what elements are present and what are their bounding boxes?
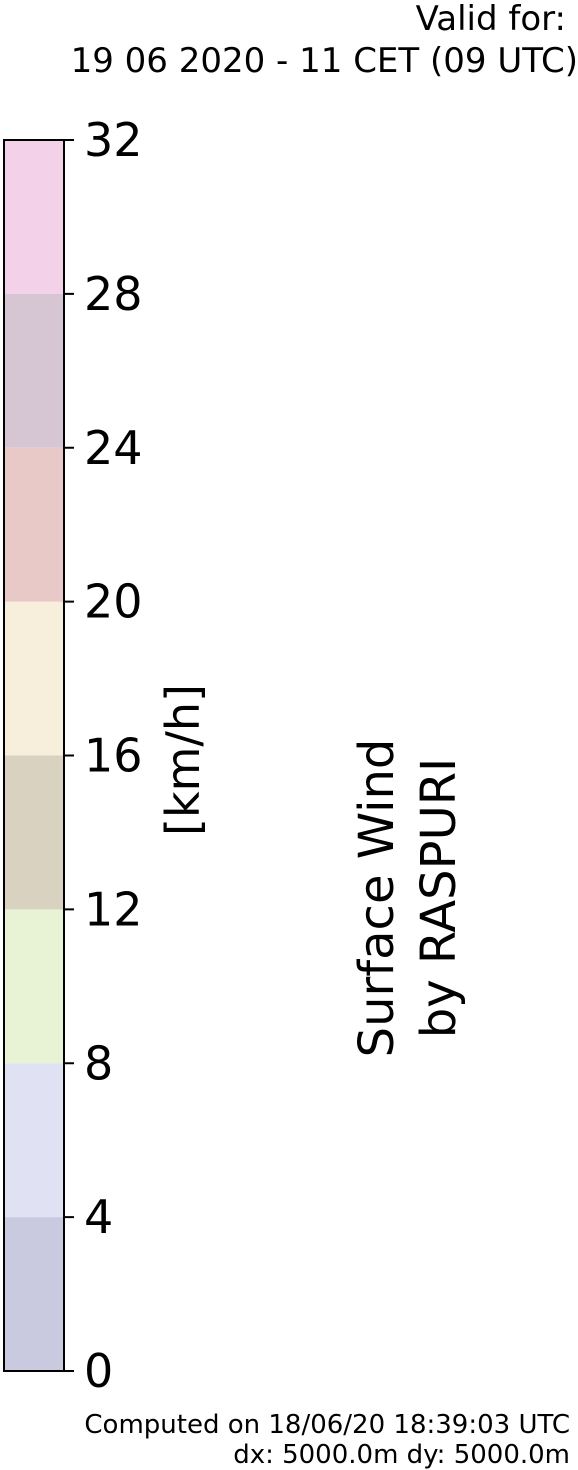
colorbar-bin-12-16	[4, 755, 64, 910]
colorbar-tick-label-16: 16	[84, 729, 143, 783]
colorbar-bin-24-28	[4, 293, 64, 448]
colorbar-tick-label-32: 32	[84, 113, 143, 167]
colorbar-tick-label-28: 28	[84, 267, 143, 321]
grid-spacing: dx: 5000.0m dy: 5000.0m	[233, 1440, 570, 1470]
computed-timestamp: Computed on 18/06/20 18:39:03 UTC	[84, 1410, 570, 1440]
product-title: Surface Wind by RASPURI	[346, 739, 470, 1058]
product-title-line1: Surface Wind	[349, 738, 405, 1058]
product-title-line2: by RASPURI	[411, 757, 467, 1039]
colorbar-bin-4-8	[4, 1063, 64, 1218]
colorbar-tick-label-8: 8	[84, 1036, 113, 1090]
valid-time: 19 06 2020 - 11 CET (09 UTC)	[70, 41, 578, 81]
valid-for-label: Valid for:	[415, 0, 566, 39]
colorbar-tick-label-12: 12	[84, 882, 143, 936]
colorbar-bin-16-20	[4, 601, 64, 756]
colorbar-tick-label-0: 0	[84, 1344, 113, 1398]
colorbar-bin-8-12	[4, 909, 64, 1064]
colorbar-bin-28-32	[4, 140, 64, 294]
colorbar-tick-label-4: 4	[84, 1190, 113, 1244]
unit-label: [km/h]	[156, 684, 210, 836]
colorbar-tick-label-24: 24	[84, 421, 143, 475]
colorbar-bin-0-4	[4, 1217, 64, 1371]
colorbar-bin-20-24	[4, 447, 64, 602]
colorbar-tick-label-20: 20	[84, 575, 143, 629]
